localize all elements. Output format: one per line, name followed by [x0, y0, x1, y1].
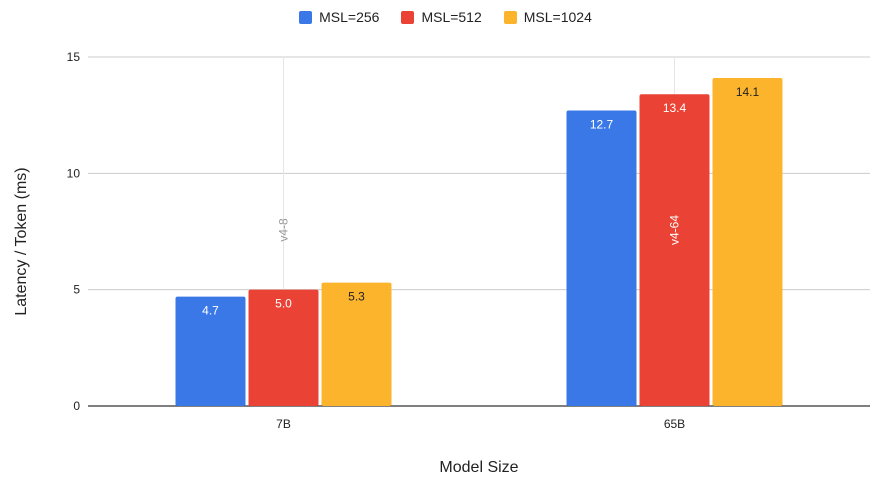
- annotation-65B: v4-64: [668, 215, 682, 245]
- bar-7B-msl-1024: [321, 282, 392, 406]
- bar-7B-msl-512: [248, 289, 319, 406]
- y-tick-label-15: 15: [67, 50, 81, 64]
- legend-swatch-msl-512: [401, 10, 415, 24]
- y-tick-label-10: 10: [67, 166, 81, 180]
- bar-65B-msl-512: [639, 94, 710, 406]
- legend-item-msl-1024: MSL=1024: [503, 9, 592, 25]
- legend-swatch-msl-1024: [503, 10, 517, 24]
- x-tick-label-7B: 7B: [276, 417, 291, 431]
- bar-7B-msl-256: [175, 296, 246, 406]
- chart-legend: MSL=256 MSL=512 MSL=1024: [0, 9, 891, 25]
- x-axis-title: Model Size: [439, 459, 518, 476]
- legend-item-msl-512: MSL=512: [401, 9, 482, 25]
- annotation-7B: v4-8: [277, 218, 291, 242]
- data-label-65B-msl-1024: 14.1: [736, 85, 760, 99]
- x-tick-label-65B: 65B: [664, 417, 685, 431]
- legend-swatch-msl-256: [299, 10, 313, 24]
- bar-65B-msl-256: [566, 110, 637, 406]
- legend-label-msl-1024: MSL=1024: [523, 9, 592, 25]
- y-tick-label-5: 5: [73, 283, 80, 297]
- data-label-7B-msl-1024: 5.3: [348, 290, 365, 304]
- legend-label-msl-512: MSL=512: [421, 9, 482, 25]
- legend-item-msl-256: MSL=256: [299, 9, 379, 25]
- data-label-65B-msl-512: 13.4: [663, 101, 687, 115]
- legend-label-msl-256: MSL=256: [319, 9, 380, 25]
- bar-65B-msl-1024: [712, 77, 783, 406]
- y-axis-title: Latency / Token (ms): [13, 167, 30, 315]
- data-label-65B-msl-256: 12.7: [590, 118, 614, 132]
- data-label-7B-msl-512: 5.0: [275, 297, 292, 311]
- y-tick-label-0: 0: [73, 399, 80, 413]
- data-label-7B-msl-256: 4.7: [202, 304, 219, 318]
